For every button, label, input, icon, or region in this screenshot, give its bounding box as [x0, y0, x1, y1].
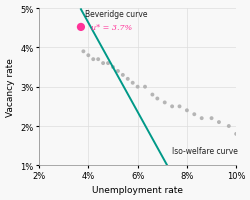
Point: [81, 50, 85, 54]
Point: [78, 26, 82, 29]
Point: [116, 70, 119, 73]
Y-axis label: Vacancy rate: Vacancy rate: [6, 58, 15, 117]
Point: [226, 125, 230, 128]
Point: [199, 117, 203, 120]
Point: [209, 117, 213, 120]
Point: [86, 54, 90, 58]
Text: Iso-welfare curve: Iso-welfare curve: [172, 147, 237, 156]
Point: [96, 58, 100, 61]
Point: [125, 78, 129, 81]
Point: [120, 74, 124, 77]
Text: u* = 3.7%: u* = 3.7%: [90, 24, 132, 32]
Point: [184, 109, 188, 112]
Point: [233, 133, 237, 136]
Point: [192, 113, 196, 116]
X-axis label: Unemployment rate: Unemployment rate: [92, 186, 182, 194]
Point: [150, 93, 154, 97]
Point: [130, 82, 134, 85]
Point: [106, 62, 110, 65]
Point: [170, 105, 173, 108]
Point: [177, 105, 181, 108]
Point: [101, 62, 105, 65]
Point: [155, 97, 159, 101]
Point: [216, 121, 220, 124]
Point: [162, 101, 166, 105]
Text: Beveridge curve: Beveridge curve: [84, 10, 146, 19]
Point: [110, 66, 114, 69]
Point: [91, 58, 95, 61]
Point: [142, 86, 146, 89]
Point: [135, 86, 139, 89]
